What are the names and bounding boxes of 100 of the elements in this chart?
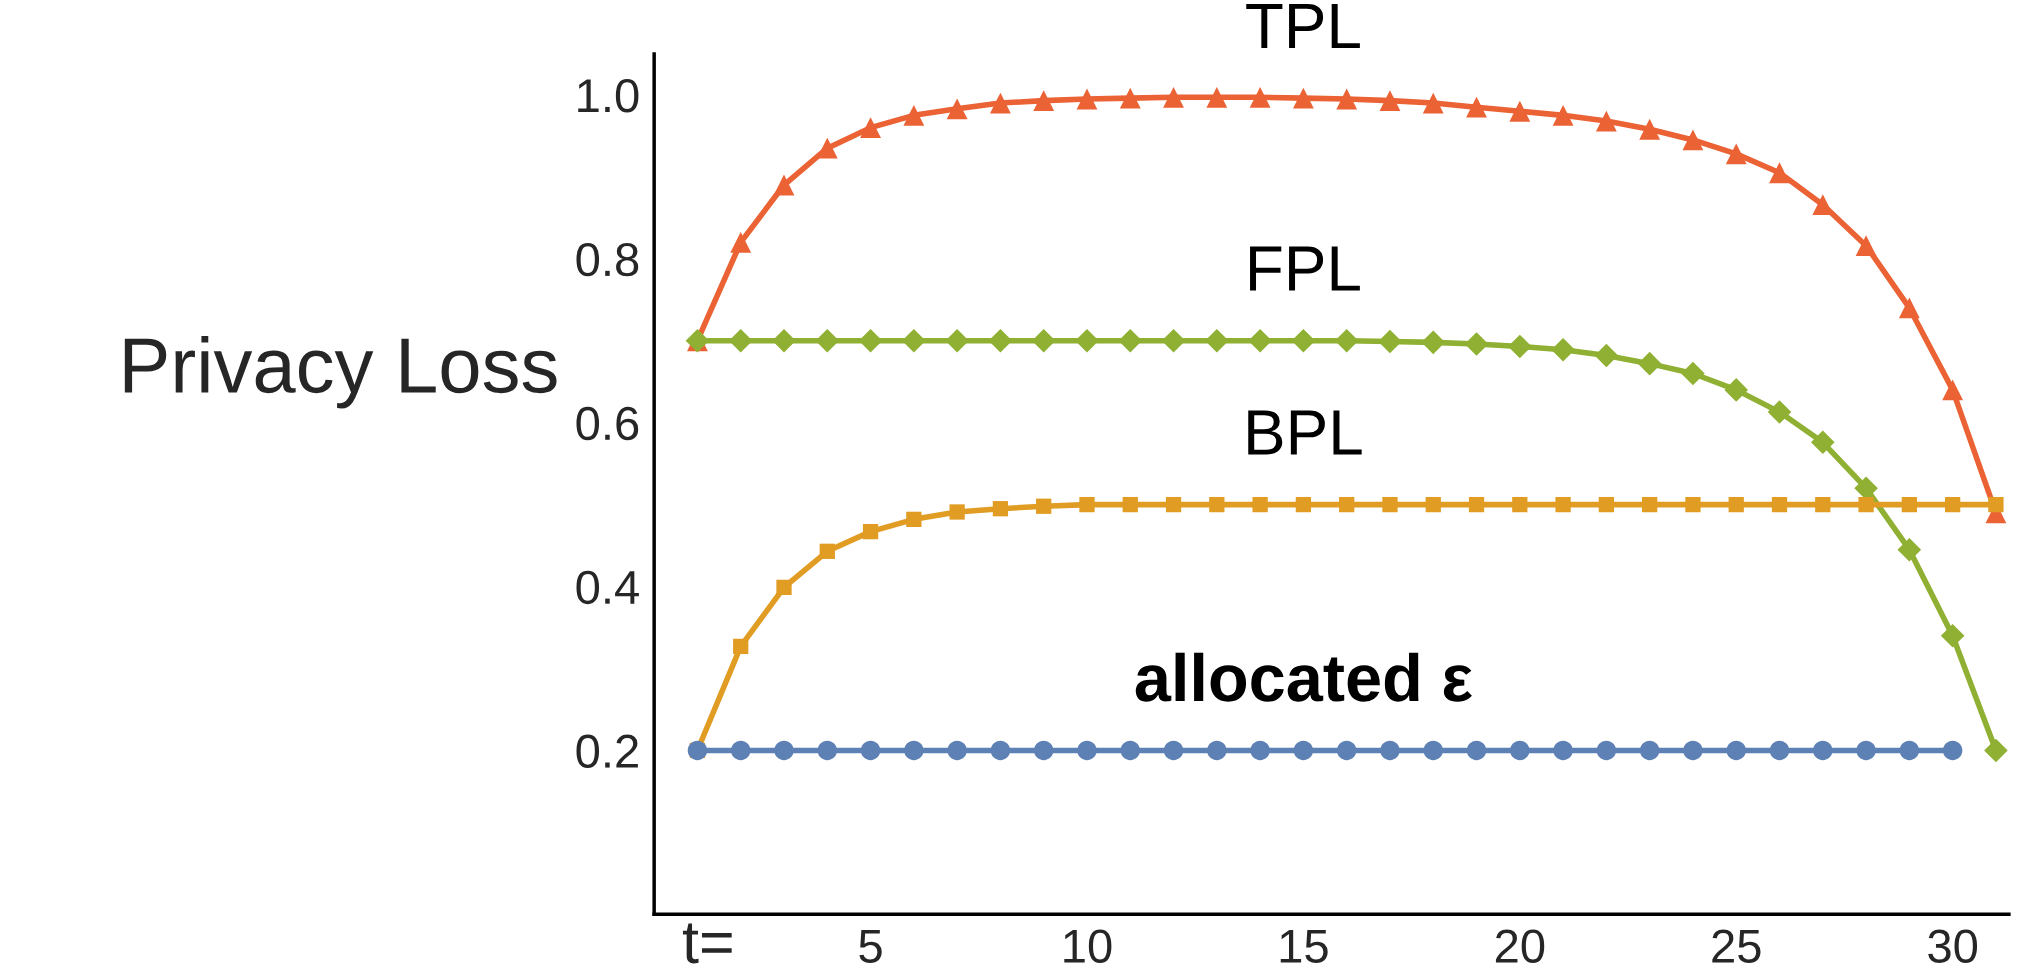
x-tick-label: 5 <box>859 929 882 963</box>
point <box>990 92 1011 114</box>
point <box>1425 496 1441 513</box>
point <box>1728 496 1744 513</box>
point <box>1250 740 1270 761</box>
point <box>1555 496 1571 513</box>
point <box>1336 740 1357 761</box>
point <box>1252 496 1268 513</box>
point <box>1382 496 1398 513</box>
point <box>1339 496 1355 513</box>
x-tick-label: 20 <box>1495 929 1545 963</box>
point <box>1771 496 1788 513</box>
point <box>1988 496 2004 513</box>
point <box>1380 740 1400 761</box>
y-tick-label: 1.0 <box>578 79 639 113</box>
point <box>906 511 922 527</box>
point <box>1033 740 1054 761</box>
point <box>1468 496 1485 513</box>
point <box>1945 496 1961 513</box>
point <box>1209 496 1225 513</box>
point <box>819 543 835 559</box>
point <box>774 740 794 761</box>
point <box>1510 740 1530 761</box>
point <box>1031 328 1056 353</box>
point <box>1942 379 1964 401</box>
point <box>1421 330 1446 355</box>
point <box>1118 328 1143 353</box>
y-axis-title: Privacy Loss <box>124 336 557 409</box>
x-axis-title: t= <box>682 923 732 964</box>
point <box>1726 740 1746 761</box>
point <box>1855 235 1877 257</box>
point <box>1161 328 1186 353</box>
point <box>1122 496 1138 513</box>
point <box>1553 740 1573 761</box>
point <box>1165 496 1182 513</box>
point <box>1595 110 1617 132</box>
point <box>1291 328 1316 353</box>
point <box>1639 118 1661 140</box>
y-tick-label: 0.8 <box>576 242 639 277</box>
x-tick-label: 15 <box>1280 929 1328 963</box>
y-tick-label: 0.2 <box>576 734 638 769</box>
point <box>1899 740 1920 761</box>
point <box>1594 343 1619 368</box>
point <box>1466 96 1487 118</box>
point <box>1898 297 1920 319</box>
point <box>1163 740 1184 761</box>
point <box>1942 740 1963 761</box>
point <box>1509 100 1531 122</box>
series-label: allocated ε <box>1135 652 1472 702</box>
point <box>1642 496 1658 513</box>
point <box>1682 129 1704 151</box>
point <box>1336 88 1358 110</box>
point <box>1076 88 1098 110</box>
point <box>1292 87 1314 109</box>
point <box>1422 92 1444 114</box>
point <box>773 174 795 196</box>
point <box>1077 740 1097 761</box>
point <box>772 328 796 353</box>
point <box>1854 476 1878 500</box>
point <box>1724 378 1749 402</box>
point <box>1598 496 1615 513</box>
point <box>992 501 1009 517</box>
point <box>1295 496 1312 513</box>
point <box>776 579 792 596</box>
point <box>1940 623 1965 648</box>
point <box>1036 498 1052 514</box>
point <box>1423 740 1443 761</box>
point <box>1639 740 1660 761</box>
point <box>904 740 924 761</box>
point <box>815 328 840 353</box>
point <box>988 328 1013 353</box>
point <box>858 328 883 353</box>
point <box>946 98 968 120</box>
point <box>1811 430 1835 455</box>
point <box>903 104 925 126</box>
point <box>1033 90 1055 112</box>
y-tick-label: 0.4 <box>576 570 639 605</box>
point <box>1120 740 1140 761</box>
point <box>1163 86 1184 108</box>
point <box>1769 740 1790 761</box>
point <box>902 328 926 353</box>
point <box>730 231 752 253</box>
point <box>733 638 749 655</box>
point <box>990 740 1011 761</box>
point <box>1075 328 1099 353</box>
point <box>860 740 881 761</box>
point <box>1551 337 1575 362</box>
point <box>1725 143 1747 165</box>
y-tick-label: 0.6 <box>576 406 639 441</box>
series-label: BPL <box>1248 410 1362 455</box>
point <box>1378 329 1402 354</box>
point <box>1681 361 1705 386</box>
series-label: TPL <box>1246 4 1360 49</box>
point <box>816 137 838 159</box>
point <box>1767 400 1792 424</box>
point <box>1858 496 1874 513</box>
point <box>1334 328 1359 353</box>
point <box>860 117 881 139</box>
point <box>1856 740 1876 761</box>
point <box>1815 496 1831 513</box>
